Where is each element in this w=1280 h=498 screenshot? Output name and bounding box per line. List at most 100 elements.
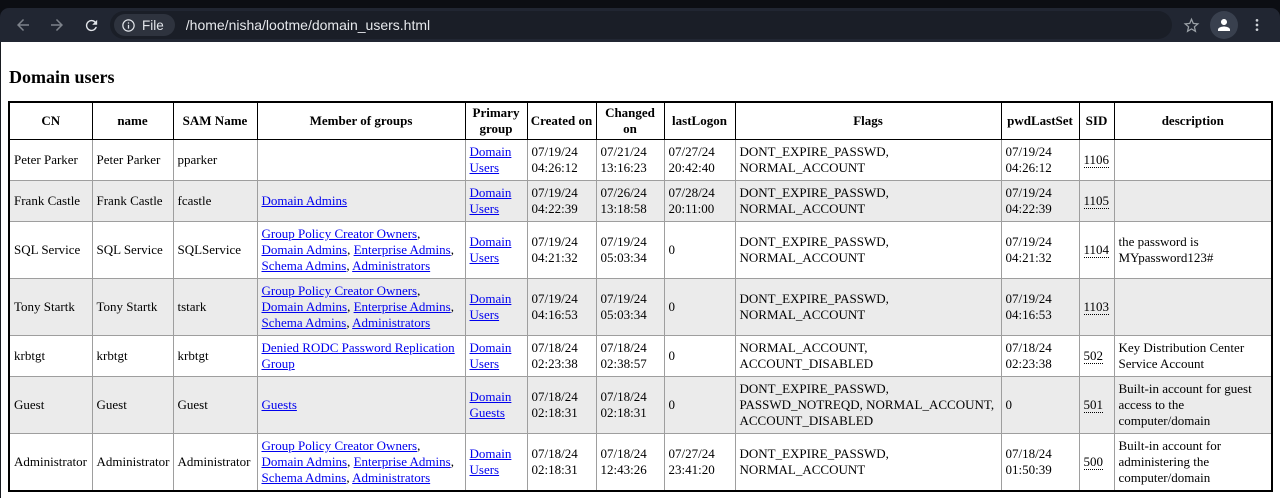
group-link[interactable]: Domain Admins	[261, 299, 348, 314]
profile-avatar-button[interactable]	[1210, 11, 1238, 39]
group-link[interactable]: Schema Admins	[261, 315, 347, 330]
cell-changed-on: 07/19/24 05:03:34	[595, 278, 665, 336]
cell-primary-group: Domain Guests	[464, 376, 528, 434]
group-link[interactable]: Domain Admins	[261, 242, 348, 257]
group-link[interactable]: Enterprise Admins	[353, 299, 451, 314]
cell-pwd-last-set: 07/18/24 02:23:38	[1000, 335, 1080, 377]
cell-sam-name: Administrator	[172, 433, 258, 492]
cell-flags: DONT_EXPIRE_PASSWD, PASSWD_NOTREQD, NORM…	[734, 376, 1002, 434]
cell-created-on: 07/19/24 04:22:39	[526, 180, 597, 222]
bookmark-star-button[interactable]	[1176, 10, 1206, 40]
primary-group-link[interactable]: Domain Users	[469, 185, 512, 216]
kebab-menu-icon	[1255, 19, 1259, 31]
cell-last-logon: 0	[663, 278, 736, 336]
cell-flags: DONT_EXPIRE_PASSWD, NORMAL_ACCOUNT	[734, 278, 1002, 336]
arrow-back-icon	[17, 19, 29, 31]
cell-changed-on: 07/26/24 13:18:58	[595, 180, 665, 222]
cell-cn: Administrator	[8, 433, 93, 492]
table-row: Frank Castle Frank Castle fcastle Domain Ad…	[8, 180, 1273, 222]
cell-last-logon: 0	[663, 335, 736, 377]
cell-sid: 501	[1078, 376, 1115, 434]
column-header-pwdlastset: pwdLastSet	[1000, 101, 1080, 140]
group-link[interactable]: Group Policy Creator Owners	[261, 226, 418, 241]
menu-button[interactable]	[1242, 10, 1272, 40]
column-header-sid: SID	[1078, 101, 1115, 140]
cell-description	[1113, 278, 1273, 336]
primary-group-link[interactable]: Domain Users	[469, 446, 512, 477]
primary-group-link[interactable]: Domain Users	[469, 234, 512, 265]
group-link[interactable]: Schema Admins	[261, 470, 347, 485]
cell-sid: 1103	[1078, 278, 1115, 336]
group-link[interactable]: Group Policy Creator Owners	[261, 283, 418, 298]
sid-value: 501	[1083, 397, 1103, 413]
sid-value: 1106	[1083, 152, 1110, 168]
cell-sid: 1106	[1078, 139, 1115, 181]
sid-value: 1103	[1083, 299, 1110, 315]
column-header-member-of-groups: Member of groups	[256, 101, 466, 140]
cell-changed-on: 07/21/24 13:16:23	[595, 139, 665, 181]
cell-changed-on: 07/18/24 02:38:57	[595, 335, 665, 377]
cell-primary-group: Domain Users	[464, 221, 528, 279]
cell-sid: 1104	[1078, 221, 1115, 279]
cell-sid: 500	[1078, 433, 1115, 492]
cell-description: Built-in account for guest access to the…	[1113, 376, 1273, 434]
sid-value: 1104	[1083, 242, 1110, 258]
cell-pwd-last-set: 07/19/24 04:21:32	[1000, 221, 1080, 279]
group-link[interactable]: Group Policy Creator Owners	[261, 438, 418, 453]
site-info-chip[interactable]: File	[114, 14, 175, 36]
sid-value: 502	[1083, 348, 1103, 364]
cell-created-on: 07/18/24 02:18:31	[526, 433, 597, 492]
group-link[interactable]: Schema Admins	[261, 258, 347, 273]
cell-created-on: 07/18/24 02:23:38	[526, 335, 597, 377]
cell-member-of: Group Policy Creator Owners, Domain Admi…	[256, 433, 466, 492]
table-row: Peter Parker Peter Parker pparker Domain Us…	[8, 139, 1273, 181]
url-text: /home/nisha/lootme/domain_users.html	[185, 17, 431, 33]
cell-name: Administrator	[91, 433, 174, 492]
browser-toolbar: File /home/nisha/lootme/domain_users.htm…	[0, 8, 1280, 42]
cell-cn: Peter Parker	[8, 139, 93, 181]
column-header-primary-group: Primary group	[464, 101, 528, 140]
group-link[interactable]: Administrators	[352, 315, 431, 330]
cell-pwd-last-set: 07/19/24 04:16:53	[1000, 278, 1080, 336]
cell-changed-on: 07/19/24 05:03:34	[595, 221, 665, 279]
primary-group-link[interactable]: Domain Users	[469, 291, 512, 322]
cell-description: the password is MYpassword123#	[1113, 221, 1273, 279]
cell-name: krbtgt	[91, 335, 174, 377]
group-link[interactable]: Administrators	[352, 258, 431, 273]
cell-member-of: Domain Admins	[256, 180, 466, 222]
primary-group-link[interactable]: Domain Users	[469, 340, 512, 371]
cell-changed-on: 07/18/24 02:18:31	[595, 376, 665, 434]
cell-last-logon: 07/27/24 20:42:40	[663, 139, 736, 181]
cell-pwd-last-set: 07/18/24 01:50:39	[1000, 433, 1080, 492]
reload-button[interactable]	[76, 10, 106, 40]
group-link[interactable]: Enterprise Admins	[353, 242, 451, 257]
info-icon	[122, 18, 135, 32]
address-bar[interactable]: File /home/nisha/lootme/domain_users.htm…	[110, 11, 1172, 39]
group-link[interactable]: Enterprise Admins	[353, 454, 451, 469]
cell-cn: Guest	[8, 376, 93, 434]
back-button[interactable]	[8, 10, 38, 40]
cell-description	[1113, 139, 1273, 181]
forward-button[interactable]	[42, 10, 72, 40]
group-link[interactable]: Administrators	[352, 470, 431, 485]
cell-member-of: Guests	[256, 376, 466, 434]
group-link[interactable]: Guests	[261, 397, 297, 412]
cell-sam-name: fcastle	[172, 180, 258, 222]
primary-group-link[interactable]: Domain Users	[469, 144, 512, 175]
group-link[interactable]: Domain Admins	[261, 193, 348, 208]
cell-primary-group: Domain Users	[464, 180, 528, 222]
page-content: Domain users CN name SAM Name Member of gro…	[0, 42, 1280, 498]
column-header-changed-on: Changed on	[595, 101, 665, 140]
cell-member-of	[256, 139, 466, 181]
cell-description: Key Distribution Center Service Account	[1113, 335, 1273, 377]
sid-value: 500	[1083, 454, 1103, 470]
cell-name: Tony Startk	[91, 278, 174, 336]
cell-sam-name: SQLService	[172, 221, 258, 279]
cell-cn: SQL Service	[8, 221, 93, 279]
primary-group-link[interactable]: Domain Guests	[469, 389, 512, 420]
group-link[interactable]: Domain Admins	[261, 454, 348, 469]
column-header-sam-name: SAM Name	[172, 101, 258, 140]
group-link[interactable]: Denied RODC Password Replication Group	[261, 340, 455, 371]
cell-member-of: Group Policy Creator Owners, Domain Admi…	[256, 278, 466, 336]
